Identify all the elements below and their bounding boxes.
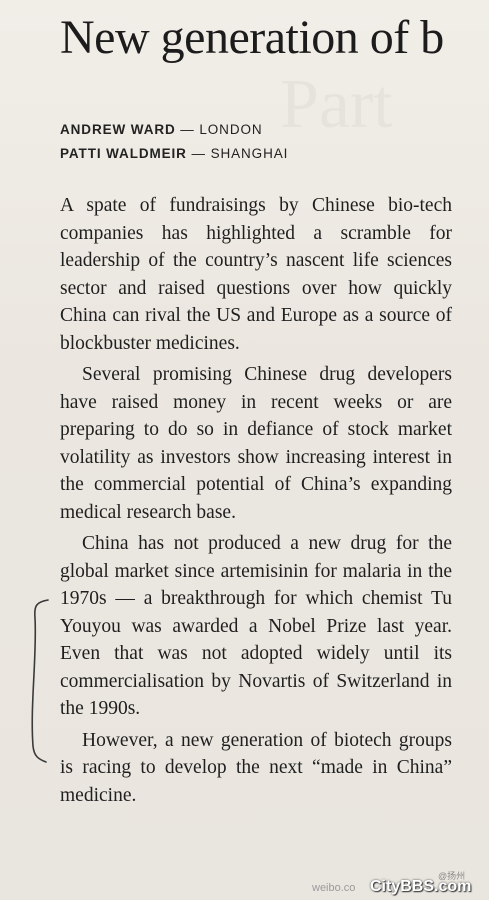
article-body: A spate of fundraisings by Chinese bio-t… — [60, 192, 452, 813]
pencil-bracket-mark — [31, 599, 49, 763]
author-location: SHANGHAI — [210, 146, 289, 161]
paragraph-1: A spate of fundraisings by Chinese bio-t… — [60, 195, 452, 354]
watermark-weibo: weibo.co — [312, 882, 356, 894]
byline-1: ANDREW WARD — LONDON — [60, 122, 263, 137]
paragraph-2: Several promising Chinese drug developer… — [60, 364, 452, 523]
watermark-handle: @扬州 — [438, 871, 466, 881]
paragraph-3: China has not produced a new drug for th… — [60, 533, 452, 719]
watermark-citybbs: CityBBS.com — [370, 878, 472, 895]
author-location: LONDON — [199, 122, 263, 137]
bleed-through-text: Part — [280, 70, 393, 140]
headline: New generation of b — [60, 11, 444, 64]
paragraph-4: However, a new generation of biotech gro… — [60, 729, 452, 806]
author-name: ANDREW WARD — [60, 122, 176, 137]
byline-2: PATTI WALDMEIR — SHANGHAI — [60, 146, 289, 161]
author-name: PATTI WALDMEIR — [60, 146, 187, 161]
